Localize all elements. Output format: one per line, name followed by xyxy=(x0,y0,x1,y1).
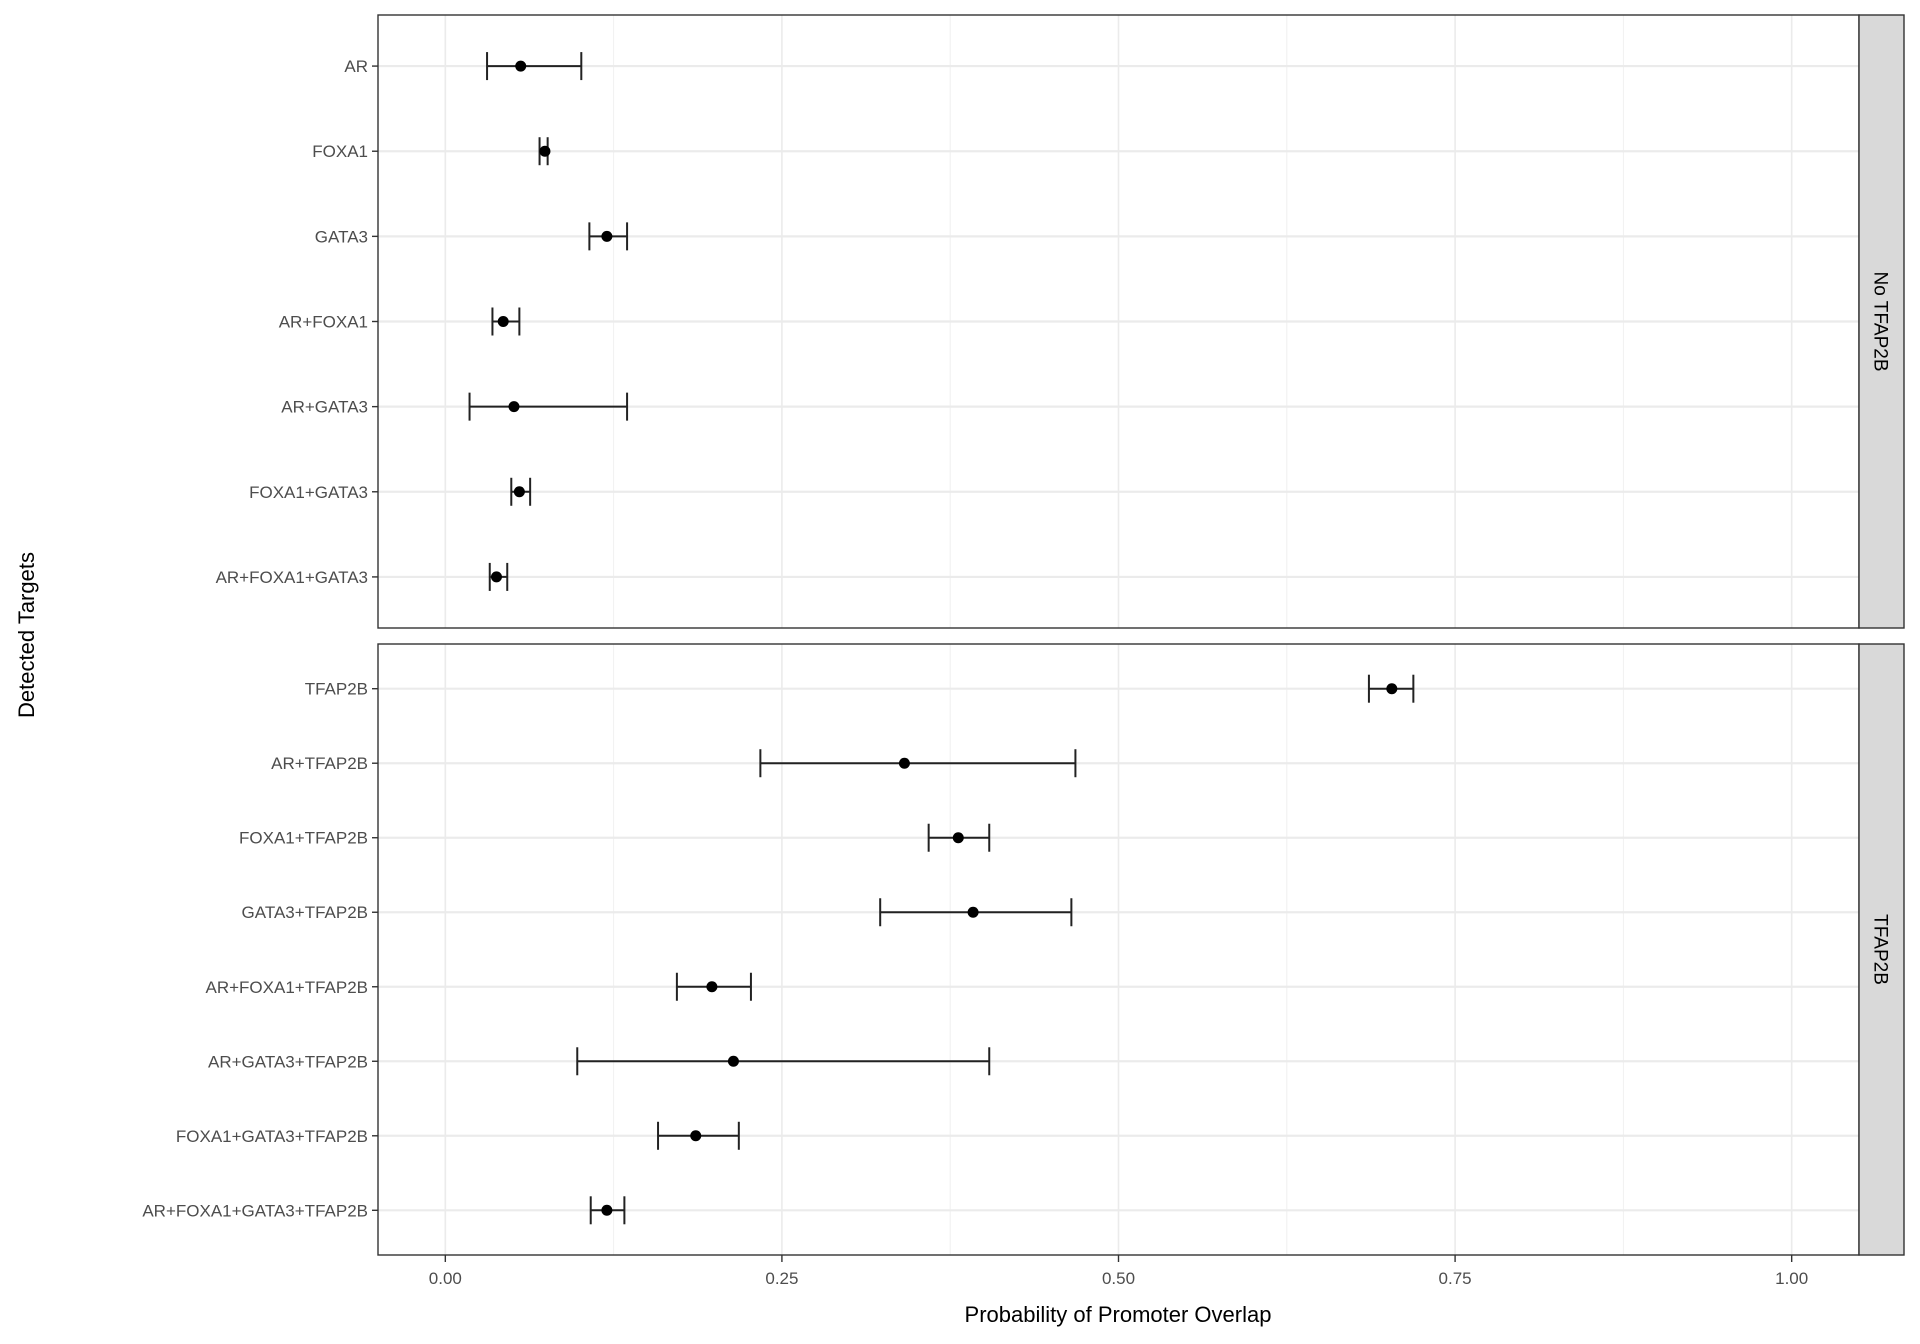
y-tick-label: AR+FOXA1 xyxy=(279,313,368,332)
data-point xyxy=(967,906,979,918)
y-tick-label: GATA3+TFAP2B xyxy=(242,903,368,922)
y-axis-title: Detected Targets xyxy=(14,552,39,718)
y-tick-label: TFAP2B xyxy=(305,680,368,699)
x-tick-label: 0.00 xyxy=(429,1269,462,1288)
facet-strip xyxy=(1858,14,1905,629)
y-tick-label: AR+FOXA1+GATA3+TFAP2B xyxy=(142,1201,368,1220)
data-point xyxy=(601,230,613,242)
data-point xyxy=(1386,683,1398,695)
y-tick-label: AR+GATA3 xyxy=(281,398,368,417)
data-point xyxy=(490,571,502,583)
data-point xyxy=(727,1055,739,1067)
y-tick-label: FOXA1+TFAP2B xyxy=(239,829,368,848)
y-tick-label: AR+FOXA1+GATA3 xyxy=(216,568,368,587)
y-tick-label: GATA3 xyxy=(315,227,368,246)
x-tick-label: 0.75 xyxy=(1439,1269,1472,1288)
data-point xyxy=(952,832,964,844)
data-point xyxy=(898,757,910,769)
y-tick-label: FOXA1+GATA3 xyxy=(249,483,368,502)
x-tick-label: 0.25 xyxy=(765,1269,798,1288)
y-tick-label: FOXA1+GATA3+TFAP2B xyxy=(176,1127,368,1146)
data-point xyxy=(508,401,520,413)
y-tick-label: FOXA1 xyxy=(312,142,368,161)
data-point xyxy=(539,145,551,157)
x-axis-title: Probability of Promoter Overlap xyxy=(965,1302,1272,1327)
x-tick-label: 0.50 xyxy=(1102,1269,1135,1288)
facet-strip xyxy=(1858,643,1905,1256)
x-tick-label: 1.00 xyxy=(1775,1269,1808,1288)
data-point xyxy=(690,1130,702,1142)
data-point xyxy=(513,486,525,498)
y-tick-label: AR+GATA3+TFAP2B xyxy=(208,1052,368,1071)
y-tick-label: AR+TFAP2B xyxy=(271,754,368,773)
y-tick-label: AR xyxy=(344,57,368,76)
y-tick-label: AR+FOXA1+TFAP2B xyxy=(205,978,368,997)
data-point xyxy=(706,981,718,993)
data-point xyxy=(601,1204,613,1216)
facet-strip-label: No TFAP2B xyxy=(1870,272,1891,372)
data-point xyxy=(497,316,509,327)
facet-strip-label: TFAP2B xyxy=(1870,914,1891,985)
data-point xyxy=(515,60,527,72)
